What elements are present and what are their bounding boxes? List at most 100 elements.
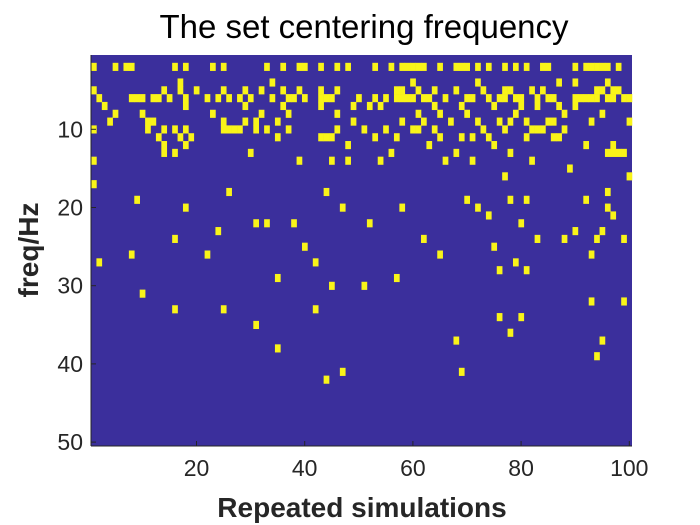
heatmap-cell <box>594 62 600 71</box>
heatmap-cell <box>529 125 535 134</box>
heatmap-cell <box>453 86 460 95</box>
heatmap-cell <box>410 78 416 87</box>
heatmap-cell <box>372 133 379 142</box>
heatmap-cell <box>134 195 140 204</box>
heatmap-cell <box>572 94 579 103</box>
heatmap-cell <box>345 156 351 165</box>
heatmap-cell <box>145 117 151 126</box>
heatmap-cell <box>334 125 341 134</box>
heatmap-cell <box>112 109 119 118</box>
heatmap-cell <box>512 109 519 118</box>
heatmap-cell <box>594 86 600 95</box>
heatmap-cell <box>264 219 270 228</box>
heatmap-cell <box>610 211 617 220</box>
heatmap-cell <box>172 125 178 134</box>
heatmap-cell <box>496 117 503 126</box>
heatmap-cell <box>323 133 330 142</box>
heatmap-cell <box>258 86 265 95</box>
heatmap-cell <box>334 109 341 118</box>
heatmap-cell <box>366 219 373 228</box>
heatmap-cell <box>599 336 606 345</box>
heatmap-cell <box>247 94 254 103</box>
heatmap-cell <box>220 117 227 126</box>
heatmap-cell <box>415 125 422 134</box>
heatmap-cell <box>604 148 611 157</box>
plot-area <box>91 55 632 446</box>
heatmap-cell <box>253 125 260 134</box>
heatmap-cell <box>491 141 498 150</box>
heatmap-cell <box>274 344 281 353</box>
heatmap-cell <box>274 117 281 126</box>
heatmap-cell <box>301 62 308 71</box>
heatmap-cell <box>491 242 498 251</box>
y-tick-label: 40 <box>57 351 83 377</box>
heatmap-cell <box>177 78 184 87</box>
heatmap-cell <box>377 156 384 165</box>
heatmap-cell <box>464 62 470 71</box>
heatmap-cell <box>101 101 108 111</box>
heatmap-cell <box>529 156 535 165</box>
heatmap-cell <box>469 94 476 103</box>
heatmap-cell <box>431 125 438 134</box>
y-tick-label: 50 <box>57 429 83 455</box>
heatmap-cell <box>312 305 319 314</box>
heatmap-cell <box>604 203 611 212</box>
heatmap-cell <box>626 94 633 103</box>
heatmap-cell <box>399 203 406 212</box>
heatmap-cell <box>399 94 406 103</box>
heatmap-cell <box>507 328 514 337</box>
heatmap-cell <box>161 148 168 157</box>
heatmap-cell <box>145 125 151 134</box>
heatmap-cell <box>588 62 595 71</box>
heatmap-cell <box>529 86 535 95</box>
heatmap-cell <box>215 94 222 103</box>
heatmap-cell <box>220 86 227 95</box>
heatmap-cell <box>512 258 519 267</box>
heatmap-cell <box>621 148 627 157</box>
heatmap-cell <box>112 62 119 71</box>
heatmap-cell <box>128 62 135 71</box>
heatmap-cell <box>475 117 481 126</box>
heatmap-cell <box>442 156 449 165</box>
heatmap-cell <box>518 101 525 111</box>
heatmap-cell <box>172 148 178 157</box>
heatmap-cell <box>410 94 416 103</box>
heatmap-cell <box>437 109 443 118</box>
heatmap-cell <box>291 94 297 103</box>
heatmap-cell <box>345 141 351 150</box>
x-tick-label: 40 <box>292 455 318 481</box>
heatmap-cell <box>323 187 330 197</box>
x-tick-label: 20 <box>184 455 210 481</box>
heatmap-cell <box>264 62 270 71</box>
y-axis-label: freq/Hz <box>13 203 44 298</box>
heatmap-cell <box>507 148 514 157</box>
heatmap-cell <box>485 62 492 71</box>
heatmap-cell <box>561 109 568 118</box>
heatmap-cell <box>155 133 162 142</box>
heatmap-cell <box>469 156 476 165</box>
heatmap-cell <box>599 86 606 95</box>
heatmap-cell <box>502 94 508 103</box>
heatmap-cell <box>301 94 308 103</box>
heatmap-cell <box>572 101 579 111</box>
heatmap-cell <box>242 101 249 111</box>
heatmap-cell <box>583 141 590 150</box>
heatmap-cell <box>534 234 541 243</box>
heatmap-cell <box>96 258 103 267</box>
heatmap-cell <box>274 273 281 283</box>
heatmap-cell <box>107 117 113 126</box>
heatmap-cell <box>139 109 146 118</box>
heatmap-cell <box>377 101 384 111</box>
heatmap-cell <box>258 109 265 118</box>
heatmap-cell <box>572 62 579 71</box>
heatmap-cell <box>361 125 368 134</box>
heatmap-cell <box>599 227 606 236</box>
heatmap-cell <box>550 117 557 126</box>
heatmap-cell <box>507 86 514 95</box>
heatmap-cell <box>556 78 562 87</box>
heatmap-cell <box>404 62 411 71</box>
heatmap-cell <box>485 211 492 220</box>
chart-title: The set centering frequency <box>159 8 569 45</box>
heatmap-cell <box>556 101 562 111</box>
heatmap-cell <box>204 250 211 259</box>
